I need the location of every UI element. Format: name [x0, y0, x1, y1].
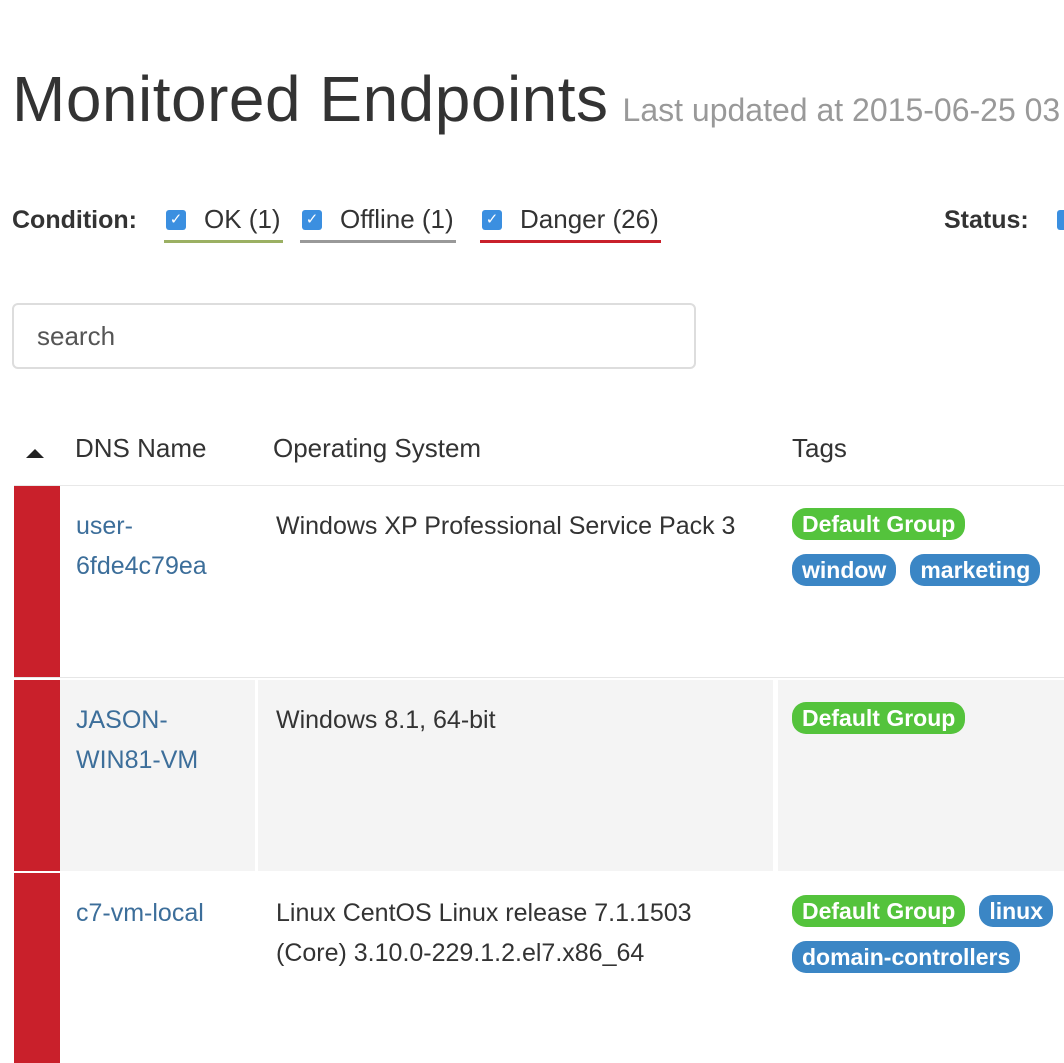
- status-checkbox[interactable]: [1057, 210, 1064, 230]
- dns-name-link[interactable]: JASON-WIN81-VM: [76, 706, 199, 774]
- page-header: Monitored Endpoints Last updated at 2015-…: [12, 62, 1060, 136]
- tag-default-group[interactable]: Default Group: [792, 895, 966, 927]
- tag-default-group[interactable]: Default Group: [792, 702, 966, 734]
- danger-status-bar: [14, 873, 60, 1063]
- table-row[interactable]: c7-vm-local Linux CentOS Linux release 7…: [14, 873, 1064, 1063]
- tag-domain-controllers[interactable]: domain-controllers: [792, 941, 1021, 973]
- danger-status-bar: [14, 486, 60, 677]
- filter-bar: Condition: ✓ OK (1) ✓ Offline (1) ✓ Dang…: [12, 200, 1064, 250]
- search-input[interactable]: [12, 303, 696, 369]
- tag-default-group[interactable]: Default Group: [792, 508, 966, 540]
- tags-cell: Default Group: [778, 680, 1064, 871]
- os-cell: Windows XP Professional Service Pack 3: [276, 512, 736, 540]
- column-header-operating-system[interactable]: Operating System: [273, 433, 482, 463]
- dns-name-link[interactable]: c7-vm-local: [76, 899, 204, 927]
- condition-offline-label: Offline (1): [340, 204, 454, 234]
- os-cell: Windows 8.1, 64-bit: [258, 680, 776, 871]
- tag-linux[interactable]: linux: [979, 895, 1054, 927]
- tag-window[interactable]: window: [792, 554, 897, 586]
- condition-ok-checkbox[interactable]: ✓ OK (1): [164, 204, 283, 243]
- checkbox-checked-icon: ✓: [166, 210, 186, 230]
- table-row[interactable]: user-6fde4c79ea Windows XP Professional …: [14, 486, 1064, 677]
- sort-ascending-icon[interactable]: [26, 449, 44, 458]
- condition-danger-label: Danger (26): [520, 204, 659, 234]
- column-header-tags[interactable]: Tags: [792, 433, 847, 463]
- table-row[interactable]: JASON-WIN81-VM Windows 8.1, 64-bit Defau…: [14, 680, 1064, 871]
- condition-offline-checkbox[interactable]: ✓ Offline (1): [300, 204, 456, 243]
- checkbox-checked-icon: ✓: [482, 210, 502, 230]
- table-header: DNS Name Operating System Tags: [14, 425, 1064, 486]
- last-updated-text: Last updated at 2015-06-25 03: [622, 92, 1061, 128]
- condition-danger-checkbox[interactable]: ✓ Danger (26): [480, 204, 661, 243]
- tags-cell: Default Group window marketing: [778, 486, 1064, 677]
- tags-cell: Default Group linux domain-controllers: [778, 873, 1064, 1063]
- row-divider: [14, 677, 1064, 678]
- dns-name-cell: user-6fde4c79ea: [60, 486, 258, 677]
- condition-label: Condition:: [12, 206, 137, 234]
- checkbox-checked-icon: ✓: [302, 210, 322, 230]
- dns-name-link[interactable]: user-6fde4c79ea: [76, 512, 207, 580]
- page-title: Monitored Endpoints: [12, 63, 609, 135]
- status-label: Status:: [944, 206, 1029, 234]
- condition-ok-label: OK (1): [204, 204, 281, 234]
- dns-name-cell: c7-vm-local: [60, 873, 258, 1063]
- tag-marketing[interactable]: marketing: [910, 554, 1041, 586]
- os-cell: Linux CentOS Linux release 7.1.1503 (Cor…: [276, 899, 692, 967]
- column-header-dns-name[interactable]: DNS Name: [75, 433, 207, 463]
- dns-name-cell: JASON-WIN81-VM: [60, 680, 258, 871]
- danger-status-bar: [14, 680, 60, 871]
